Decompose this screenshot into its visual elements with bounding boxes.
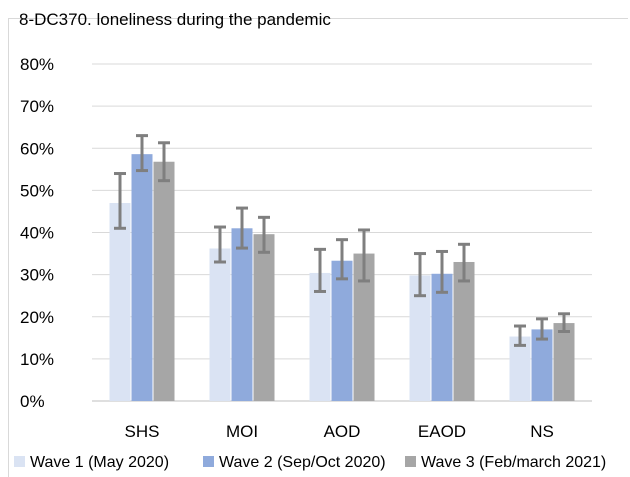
bar — [553, 323, 575, 401]
bar — [353, 253, 375, 401]
chart-frame: 8-DC370. loneliness during the pandemic — [8, 10, 628, 477]
y-tick-label: 30% — [20, 266, 54, 285]
gridlines — [92, 63, 592, 402]
legend-swatch — [203, 456, 214, 467]
y-tick-label: 70% — [20, 97, 54, 116]
bar — [409, 275, 431, 401]
x-category-label: SHS — [125, 422, 160, 441]
bar — [131, 154, 153, 401]
y-tick-label: 80% — [20, 55, 54, 74]
bars — [109, 154, 575, 401]
bar — [109, 203, 131, 401]
bar — [431, 273, 453, 401]
bar — [531, 329, 553, 401]
bar — [231, 228, 253, 401]
bar — [453, 261, 475, 401]
x-category-label: NS — [530, 422, 554, 441]
bar — [209, 248, 231, 401]
legend: Wave 1 (May 2020) Wave 2 (Sep/Oct 2020) Wa… — [14, 454, 606, 471]
x-category-label: MOI — [226, 422, 258, 441]
legend-swatch — [14, 456, 25, 467]
y-tick-label: 10% — [20, 350, 54, 369]
x-category-label: AOD — [324, 422, 361, 441]
x-axis-categories: SHS MOI AOD EAOD NS — [125, 422, 554, 441]
bar — [253, 234, 275, 401]
legend-swatch — [405, 456, 416, 467]
y-tick-label: 60% — [20, 139, 54, 158]
bar — [309, 272, 331, 401]
bar — [331, 260, 353, 401]
bar — [509, 336, 531, 401]
y-axis-ticks: 0% 10% 20% 30% 40% 50% 60% 70% 80% — [20, 55, 54, 411]
chart-title: 8-DC370. loneliness during the pandemic — [19, 10, 331, 29]
y-tick-label: 20% — [20, 308, 54, 327]
y-tick-label: 50% — [20, 181, 54, 200]
bar — [153, 161, 175, 401]
x-category-label: EAOD — [418, 422, 466, 441]
y-tick-label: 40% — [20, 224, 54, 243]
legend-label: Wave 2 (Sep/Oct 2020) — [219, 454, 386, 471]
y-tick-label: 0% — [20, 392, 45, 411]
legend-label: Wave 1 (May 2020) — [30, 454, 169, 471]
error-bars — [114, 134, 570, 347]
legend-label: Wave 3 (Feb/march 2021) — [421, 454, 606, 471]
